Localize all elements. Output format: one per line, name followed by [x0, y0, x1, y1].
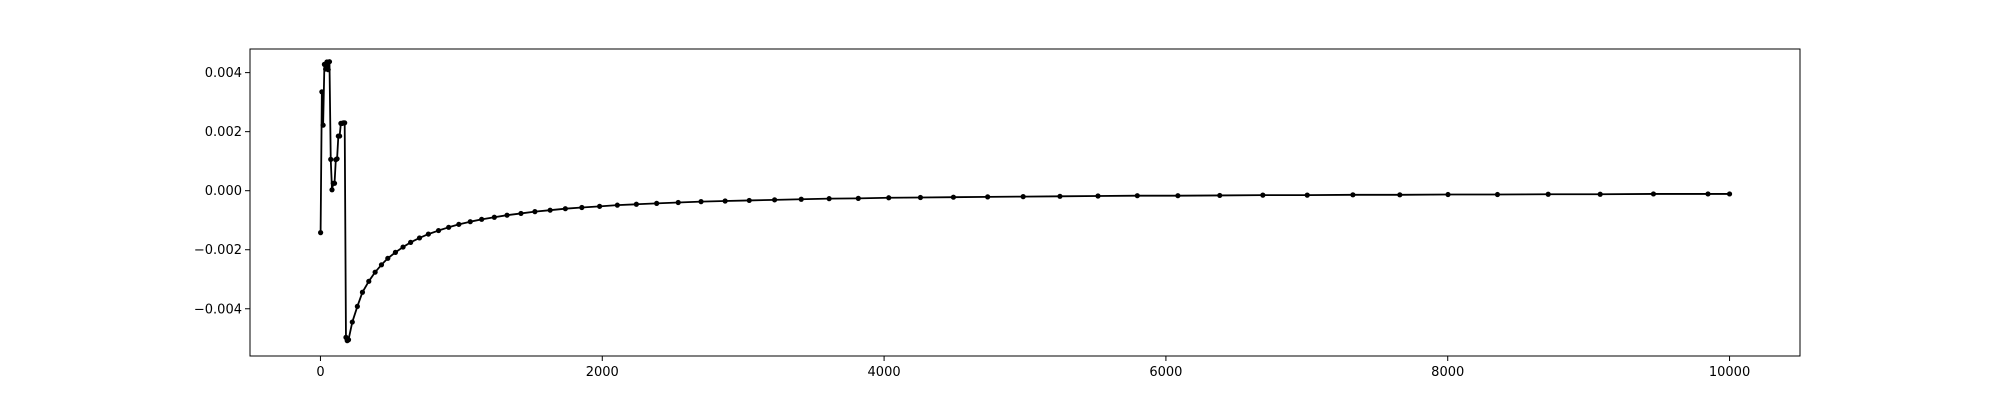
data-point	[345, 337, 352, 343]
data-point	[746, 197, 752, 204]
data-point	[597, 203, 603, 209]
data-point	[614, 202, 620, 208]
data-point	[366, 278, 372, 284]
data-point	[532, 209, 538, 215]
data-point	[1445, 191, 1451, 198]
data-point	[950, 194, 957, 200]
data-point	[329, 187, 335, 193]
data-point	[416, 235, 423, 241]
x-tick-label: 8000	[1431, 365, 1464, 380]
data-point	[1397, 192, 1403, 198]
data-point	[337, 133, 343, 139]
data-point	[1705, 191, 1711, 197]
data-point	[349, 319, 355, 325]
data-point	[435, 227, 442, 234]
x-tick-label: 10000	[1709, 365, 1750, 380]
x-axis: 0 2000 4000 6000 8000 10000	[316, 356, 1750, 380]
data-point	[985, 194, 991, 200]
data-point	[1597, 191, 1603, 197]
data-point	[467, 219, 473, 225]
data-point	[1726, 191, 1733, 197]
data-point	[385, 255, 391, 261]
x-tick-label: 6000	[1149, 365, 1182, 380]
data-point	[518, 210, 524, 217]
data-point	[334, 156, 340, 162]
data-point	[579, 204, 585, 211]
y-axis: −0.004 −0.002 0.000 0.002 0.004	[194, 66, 250, 317]
data-point	[318, 230, 324, 236]
data-point	[772, 197, 778, 203]
data-point	[1020, 194, 1026, 200]
data-point	[1057, 193, 1063, 199]
data-point	[1650, 191, 1657, 197]
x-tick-label: 4000	[868, 365, 901, 380]
y-tick-label: 0.002	[205, 125, 242, 140]
data-point	[1217, 192, 1223, 199]
data-point	[562, 206, 568, 212]
x-tick-label: 0	[316, 365, 324, 380]
data-point	[491, 214, 497, 220]
data-point	[504, 212, 510, 218]
data-point	[1134, 193, 1140, 199]
data-point	[354, 303, 360, 310]
plot-area	[318, 59, 1733, 344]
data-point	[675, 199, 681, 206]
data-point	[328, 156, 334, 162]
data-point	[342, 120, 348, 126]
data-point	[654, 200, 660, 206]
data-point	[855, 195, 861, 201]
y-tick-label: 0.004	[205, 66, 242, 81]
data-point	[319, 89, 325, 95]
data-point	[1545, 191, 1551, 197]
data-point	[320, 122, 326, 128]
data-point	[400, 244, 406, 250]
data-point	[1175, 193, 1181, 199]
data-point	[1350, 192, 1356, 198]
series-line	[319, 60, 1730, 342]
data-point	[372, 269, 378, 275]
plot-frame	[249, 48, 1801, 357]
y-tick-label: 0.000	[205, 184, 242, 199]
data-point	[425, 231, 431, 237]
data-point	[326, 59, 333, 65]
data-point	[408, 239, 414, 245]
data-point	[826, 196, 832, 202]
data-point	[325, 67, 331, 73]
data-point	[1260, 192, 1266, 198]
data-point	[479, 216, 485, 222]
data-point	[547, 207, 553, 213]
data-point	[798, 196, 804, 202]
data-point	[917, 194, 924, 201]
y-tick-label: −0.004	[194, 302, 242, 317]
data-point	[1494, 191, 1501, 198]
data-point	[1095, 193, 1101, 199]
data-point	[886, 195, 892, 201]
data-point	[392, 249, 399, 255]
data-point	[359, 289, 366, 295]
data-point	[698, 199, 704, 205]
data-point	[722, 198, 728, 204]
data-point	[331, 180, 338, 186]
x-tick-label: 2000	[586, 365, 619, 380]
data-point	[456, 221, 462, 227]
y-tick-label: −0.002	[194, 243, 242, 258]
data-point	[1304, 192, 1310, 198]
data-point	[633, 201, 639, 207]
data-point	[378, 262, 385, 268]
data-point	[446, 224, 452, 230]
